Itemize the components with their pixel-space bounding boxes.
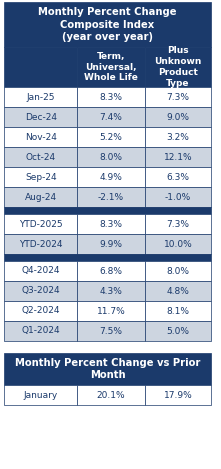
Bar	[78, 385, 145, 405]
Bar	[4, 261, 78, 281]
Bar	[145, 261, 211, 281]
Bar	[4, 321, 78, 341]
Bar	[4, 254, 211, 261]
Bar	[78, 321, 145, 341]
Text: 12.1%: 12.1%	[164, 152, 192, 161]
Text: 8.3%: 8.3%	[100, 219, 123, 228]
Text: 6.8%: 6.8%	[100, 266, 123, 275]
Bar	[4, 301, 78, 321]
Bar	[78, 281, 145, 301]
Text: Oct-24: Oct-24	[26, 152, 56, 161]
Text: 4.3%: 4.3%	[100, 287, 123, 295]
Text: Q3-2024: Q3-2024	[21, 287, 60, 295]
Bar	[145, 321, 211, 341]
Text: 4.9%: 4.9%	[100, 173, 123, 182]
Bar	[78, 127, 145, 147]
Text: Monthly Percent Change
Composite Index
(year over year): Monthly Percent Change Composite Index (…	[38, 7, 177, 42]
Bar	[145, 87, 211, 107]
Bar	[145, 127, 211, 147]
Text: 7.5%: 7.5%	[100, 326, 123, 335]
Text: 5.2%: 5.2%	[100, 133, 123, 142]
Text: 8.0%: 8.0%	[100, 152, 123, 161]
Text: 17.9%: 17.9%	[164, 391, 192, 400]
Text: Jan-25: Jan-25	[27, 92, 55, 101]
Bar	[78, 87, 145, 107]
Bar	[4, 214, 78, 234]
Text: -2.1%: -2.1%	[98, 192, 124, 202]
Text: 7.3%: 7.3%	[166, 219, 189, 228]
Bar	[145, 107, 211, 127]
Bar	[4, 147, 78, 167]
Bar	[4, 353, 211, 385]
Bar	[78, 167, 145, 187]
Text: Dec-24: Dec-24	[25, 113, 57, 121]
Bar	[78, 301, 145, 321]
Text: 4.8%: 4.8%	[166, 287, 189, 295]
Text: Q4-2024: Q4-2024	[21, 266, 60, 275]
Text: 8.3%: 8.3%	[100, 92, 123, 101]
Bar	[145, 301, 211, 321]
Bar	[145, 281, 211, 301]
Text: Nov-24: Nov-24	[25, 133, 57, 142]
Text: Q2-2024: Q2-2024	[21, 307, 60, 316]
Bar	[4, 2, 211, 47]
Text: 7.3%: 7.3%	[166, 92, 189, 101]
Text: Aug-24: Aug-24	[25, 192, 57, 202]
Text: 5.0%: 5.0%	[166, 326, 189, 335]
Bar	[4, 107, 78, 127]
Text: 3.2%: 3.2%	[166, 133, 189, 142]
Bar	[145, 47, 211, 87]
Bar	[4, 87, 78, 107]
Text: 8.1%: 8.1%	[166, 307, 189, 316]
Text: -1.0%: -1.0%	[165, 192, 191, 202]
Bar	[78, 234, 145, 254]
Text: 9.9%: 9.9%	[100, 240, 123, 249]
Text: YTD-2025: YTD-2025	[19, 219, 63, 228]
Bar	[145, 187, 211, 207]
Text: Q1-2024: Q1-2024	[21, 326, 60, 335]
Bar	[78, 214, 145, 234]
Bar	[78, 187, 145, 207]
Text: January: January	[24, 391, 58, 400]
Text: 11.7%: 11.7%	[97, 307, 126, 316]
Text: 8.0%: 8.0%	[166, 266, 189, 275]
Text: Plus
Unknown
Product
Type: Plus Unknown Product Type	[154, 46, 202, 88]
Text: 9.0%: 9.0%	[166, 113, 189, 121]
Bar	[78, 147, 145, 167]
Text: 6.3%: 6.3%	[166, 173, 189, 182]
Bar	[78, 107, 145, 127]
Bar	[4, 207, 211, 214]
Bar	[78, 261, 145, 281]
Bar	[145, 167, 211, 187]
Text: Monthly Percent Change vs Prior
Month: Monthly Percent Change vs Prior Month	[15, 358, 200, 380]
Bar	[78, 47, 145, 87]
Text: Term,
Universal,
Whole Life: Term, Universal, Whole Life	[84, 52, 138, 82]
Text: Sep-24: Sep-24	[25, 173, 57, 182]
Bar	[4, 234, 78, 254]
Bar	[145, 234, 211, 254]
Bar	[4, 187, 78, 207]
Bar	[145, 214, 211, 234]
Bar	[4, 127, 78, 147]
Bar	[4, 47, 78, 87]
Bar	[4, 281, 78, 301]
Bar	[4, 167, 78, 187]
Bar	[145, 385, 211, 405]
Bar	[4, 385, 78, 405]
Text: 7.4%: 7.4%	[100, 113, 123, 121]
Text: YTD-2024: YTD-2024	[19, 240, 63, 249]
Bar	[145, 147, 211, 167]
Text: 20.1%: 20.1%	[97, 391, 126, 400]
Text: 10.0%: 10.0%	[164, 240, 192, 249]
